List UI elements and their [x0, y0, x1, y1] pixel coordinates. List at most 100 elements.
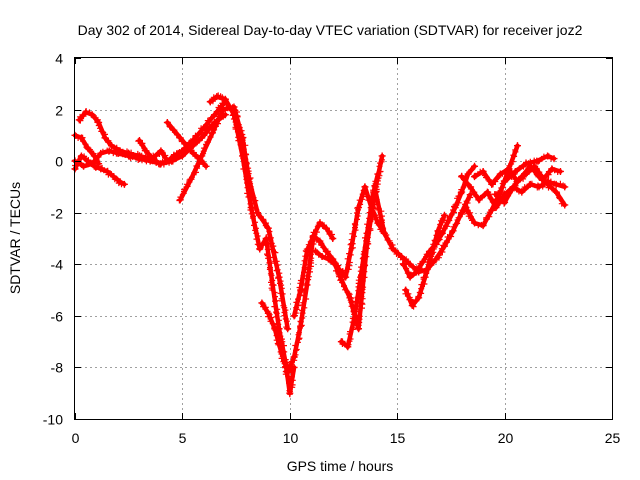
data-point	[303, 281, 311, 289]
data-point	[198, 152, 206, 160]
data-point	[183, 142, 191, 150]
data-point	[80, 162, 88, 170]
data-point	[475, 196, 483, 204]
data-point	[303, 247, 311, 255]
data-point	[135, 152, 143, 160]
data-point	[170, 126, 178, 134]
data-point	[342, 273, 350, 281]
data-point	[488, 180, 496, 188]
data-point	[464, 170, 472, 178]
data-point	[95, 160, 103, 168]
data-point	[344, 343, 352, 351]
data-point	[337, 338, 345, 346]
data-point	[350, 314, 358, 322]
data-point	[380, 229, 388, 237]
data-point	[90, 152, 98, 160]
data-point	[148, 155, 156, 163]
data-point	[82, 108, 90, 116]
data-point	[548, 165, 556, 173]
data-point	[108, 142, 116, 150]
data-point	[348, 240, 356, 248]
data-point	[357, 273, 365, 281]
data-point	[157, 147, 165, 155]
data-point	[239, 152, 247, 160]
data-point	[247, 204, 255, 212]
data-point	[400, 260, 408, 268]
x-tick-label: 20	[498, 430, 514, 446]
y-tick-label: -10	[43, 412, 63, 428]
data-point	[157, 160, 165, 168]
data-point	[176, 196, 184, 204]
series-arc-3	[71, 131, 103, 168]
data-point	[389, 245, 397, 253]
data-point	[163, 157, 171, 165]
data-point	[262, 235, 270, 242]
data-point	[221, 95, 229, 103]
data-point	[471, 162, 479, 170]
data-point	[355, 325, 363, 333]
data-point	[492, 191, 500, 199]
data-point	[290, 312, 298, 320]
data-point	[466, 191, 474, 199]
data-point	[428, 250, 436, 258]
data-point	[170, 152, 178, 160]
data-point	[544, 180, 552, 188]
data-point	[496, 170, 504, 178]
data-point	[406, 273, 414, 281]
data-point	[513, 142, 521, 150]
data-point	[206, 98, 214, 106]
x-tick-label: 5	[179, 430, 187, 446]
series-arc-13	[372, 188, 474, 276]
data-point	[95, 118, 103, 126]
chart-title: Day 302 of 2014, Sidereal Day-to-day VTE…	[78, 22, 583, 38]
data-point	[178, 147, 186, 155]
x-tick-label: 15	[390, 430, 406, 446]
data-point	[408, 302, 416, 310]
data-point	[256, 245, 264, 253]
data-point	[496, 188, 504, 196]
data-point	[522, 160, 530, 168]
x-tick-label: 25	[605, 430, 621, 446]
data-point	[275, 273, 283, 281]
data-point	[163, 118, 171, 126]
data-point	[413, 268, 421, 276]
series-arc-20	[500, 152, 558, 186]
data-point	[297, 322, 305, 330]
data-point	[346, 294, 354, 302]
data-point	[316, 237, 324, 245]
data-point	[458, 188, 466, 196]
y-axis-title: SDTVAR / TECUs	[7, 182, 23, 294]
data-point	[284, 369, 292, 377]
data-point	[434, 227, 442, 235]
data-point	[264, 309, 272, 317]
data-point	[462, 204, 470, 212]
data-point	[552, 180, 560, 188]
data-point	[219, 106, 227, 114]
data-point	[88, 111, 96, 119]
data-point	[552, 188, 560, 196]
data-point	[518, 188, 526, 196]
data-point	[449, 227, 457, 235]
data-point	[202, 162, 210, 170]
data-point	[535, 183, 543, 191]
data-point	[230, 111, 238, 119]
data-point	[120, 180, 128, 188]
data-point	[110, 173, 118, 181]
data-point	[329, 235, 337, 242]
data-point	[479, 167, 487, 175]
series-arc-5	[135, 98, 229, 165]
data-point	[363, 229, 371, 237]
y-tick-label: -2	[51, 206, 64, 222]
data-point	[309, 232, 317, 240]
data-point	[277, 348, 285, 356]
data-point	[355, 204, 363, 212]
data-point	[200, 124, 208, 132]
series-arc-15	[402, 211, 448, 310]
data-point	[116, 147, 124, 155]
data-point	[271, 325, 279, 333]
data-point	[254, 209, 262, 217]
data-point	[322, 224, 330, 232]
data-point	[284, 325, 292, 333]
y-tick-label: 0	[55, 154, 63, 170]
